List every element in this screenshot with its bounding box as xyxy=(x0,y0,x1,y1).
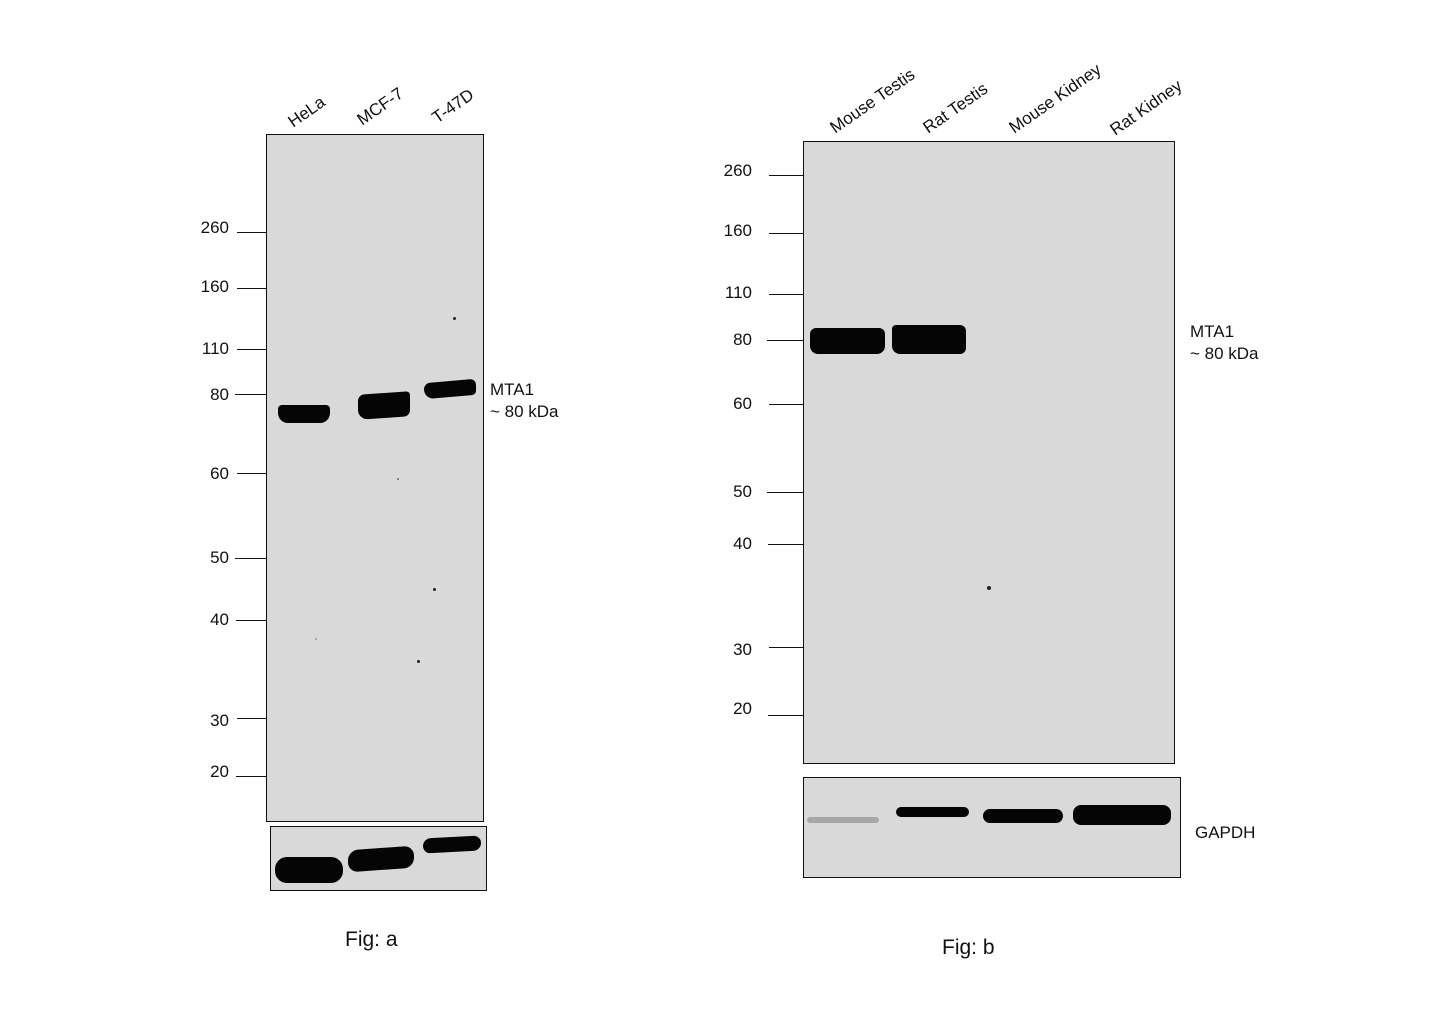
speck xyxy=(987,586,991,590)
lane-label-rat-kidney: Rat Kidney xyxy=(1106,75,1186,140)
mw-tick xyxy=(768,715,803,716)
mw-label: 40 xyxy=(210,610,229,629)
target-name: MTA1 xyxy=(1190,322,1235,341)
blot-a-loading-control xyxy=(270,826,487,891)
blot-b-loading-control xyxy=(803,777,1181,878)
lane-label-rat-testis: Rat Testis xyxy=(919,78,992,138)
target-label-a: MTA1 ~ 80 kDa xyxy=(490,379,559,423)
mw-label: 260 xyxy=(723,161,752,180)
mw-tick xyxy=(237,288,266,289)
band-hela-mta1 xyxy=(278,405,330,423)
mw-tick xyxy=(237,473,266,474)
mw-tick xyxy=(236,776,266,777)
mw-tick xyxy=(235,394,266,395)
mw-label: 80 xyxy=(210,385,229,404)
blot-b-main xyxy=(803,141,1175,764)
band-t47d-mta1 xyxy=(424,378,476,400)
mw-tick xyxy=(767,492,803,493)
target-size: ~ 80 kDa xyxy=(1190,344,1259,363)
mw-tick xyxy=(237,349,266,350)
mw-label: 50 xyxy=(210,548,229,567)
lane-label-mcf7: MCF-7 xyxy=(353,83,407,130)
mw-tick xyxy=(235,558,266,559)
lane-label-hela: HeLa xyxy=(284,92,329,132)
lane-label-t47d: T-47D xyxy=(428,85,478,128)
mw-label: 50 xyxy=(733,482,752,501)
mw-tick xyxy=(769,233,803,234)
mw-label: 110 xyxy=(724,283,752,302)
band-mouse-kidney-loading xyxy=(983,809,1063,823)
mw-label: 260 xyxy=(200,218,229,237)
band-rat-kidney-loading xyxy=(1073,805,1171,825)
speck xyxy=(397,478,399,480)
band-rat-testis-mta1 xyxy=(892,325,966,354)
mw-tick xyxy=(237,718,266,719)
band-mcf7-loading xyxy=(348,845,414,873)
lane-label-mouse-testis: Mouse Testis xyxy=(826,64,919,138)
mw-tick xyxy=(769,404,803,405)
target-label-b: MTA1 ~ 80 kDa xyxy=(1190,321,1259,365)
speck xyxy=(453,317,456,320)
mw-label: 20 xyxy=(733,699,752,718)
figure-caption-b: Fig: b xyxy=(942,936,995,959)
mw-tick xyxy=(769,175,803,176)
mw-tick xyxy=(237,232,266,233)
mw-label: 20 xyxy=(210,762,229,781)
speck xyxy=(417,660,420,663)
band-mouse-testis-mta1 xyxy=(810,328,885,354)
mw-label: 30 xyxy=(733,640,752,659)
figure-caption-a: Fig: a xyxy=(345,928,398,951)
mw-tick xyxy=(769,647,803,648)
band-mouse-testis-loading xyxy=(807,817,879,823)
mw-label: 30 xyxy=(210,711,229,730)
mw-label: 160 xyxy=(200,277,229,296)
mw-label: 110 xyxy=(201,339,229,358)
band-hela-loading xyxy=(275,857,343,883)
blot-a-main xyxy=(266,134,484,822)
mw-tick xyxy=(768,544,803,545)
band-t47d-loading xyxy=(423,835,481,854)
lane-label-mouse-kidney: Mouse Kidney xyxy=(1005,59,1105,138)
mw-tick xyxy=(769,294,803,295)
mw-label: 40 xyxy=(733,534,752,553)
speck xyxy=(433,588,436,591)
mw-label: 160 xyxy=(723,221,752,240)
speck xyxy=(315,638,317,640)
mw-tick xyxy=(236,620,266,621)
mw-tick xyxy=(767,340,803,341)
target-size: ~ 80 kDa xyxy=(490,402,559,421)
band-rat-testis-loading xyxy=(896,807,969,817)
loading-control-label: GAPDH xyxy=(1195,823,1256,842)
target-name: MTA1 xyxy=(490,380,535,399)
mw-label: 60 xyxy=(733,394,752,413)
mw-label: 60 xyxy=(210,464,229,483)
mw-label: 80 xyxy=(733,330,752,349)
band-mcf7-mta1 xyxy=(358,391,410,420)
